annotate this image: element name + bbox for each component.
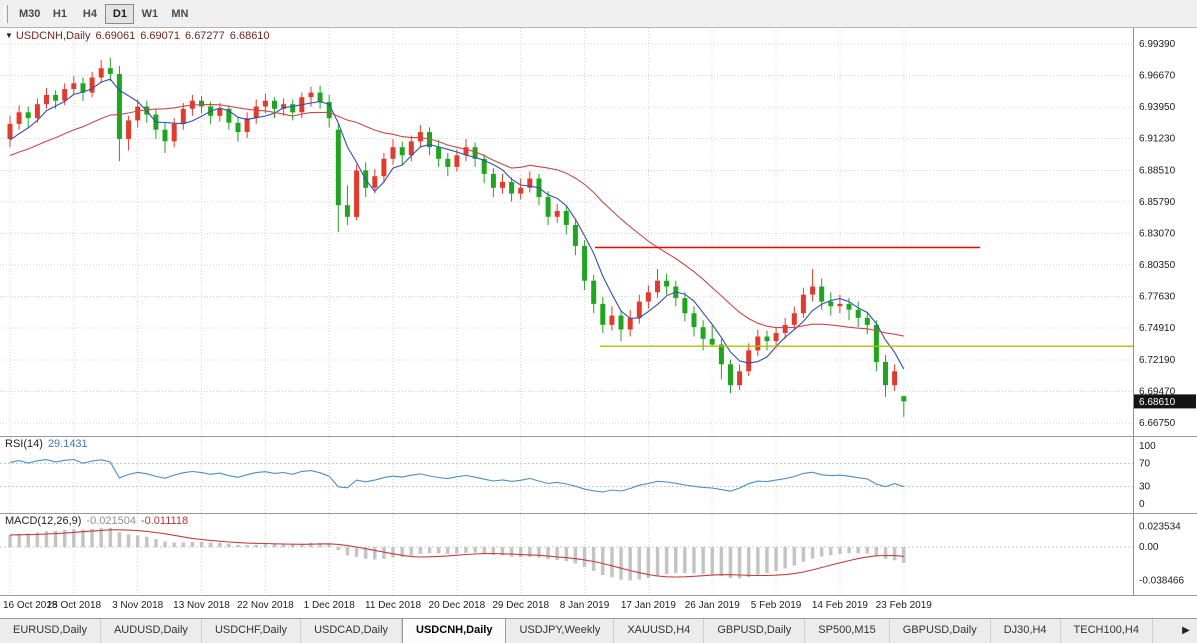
svg-text:6.91230: 6.91230 xyxy=(1139,134,1176,145)
date-label: 29 Dec 2018 xyxy=(492,600,550,611)
timeframe-button-m30[interactable]: M30 xyxy=(19,7,41,20)
chart-area[interactable]: ▼ USDCNH,Daily 6.69061 6.69071 6.67277 6.6861… xyxy=(0,28,1197,618)
price-scale: 6.99390 6.96670 6.93950 6.91230 6.88510 6.857… xyxy=(1139,39,1176,429)
date-label: 3 Nov 2018 xyxy=(112,600,164,611)
ma-fast-line xyxy=(9,78,905,370)
chart-tab-gbpusd-daily[interactable]: GBPUSD,Daily xyxy=(704,619,806,643)
rsi-line xyxy=(9,458,904,493)
ma-slow-line xyxy=(9,104,904,337)
svg-text:100: 100 xyxy=(1139,441,1156,452)
chart-tab-sp500-m15[interactable]: SP500,M15 xyxy=(805,619,890,643)
tab-scroll-right-button[interactable]: ▶ xyxy=(1182,625,1190,636)
svg-text:6.66750: 6.66750 xyxy=(1139,418,1176,429)
toolbar-grip[interactable] xyxy=(4,4,8,23)
timeframe-toolbar: M30 H1 H4 D1 W1 MN xyxy=(0,0,1197,28)
date-label: 26 Jan 2019 xyxy=(684,600,740,611)
chart-tab-tech100-h4[interactable]: TECH100,H4 xyxy=(1061,619,1153,643)
date-label: 14 Feb 2019 xyxy=(811,600,868,611)
rsi-panel[interactable]: 100 70 30 0 xyxy=(0,437,1197,513)
svg-text:6.83070: 6.83070 xyxy=(1139,229,1176,240)
chart-tab-audusd-daily[interactable]: AUDUSD,Daily xyxy=(101,619,202,643)
svg-text:6.69470: 6.69470 xyxy=(1139,386,1176,397)
svg-text:6.96670: 6.96670 xyxy=(1139,71,1176,82)
date-label: 8 Jan 2019 xyxy=(559,600,610,611)
chart-tab-gbpusd-daily[interactable]: GBPUSD,Daily xyxy=(890,619,991,643)
date-label: 25 Oct 2018 xyxy=(46,600,102,611)
chart-tab-usdcnh-daily[interactable]: USDCNH,Daily xyxy=(402,619,507,643)
date-label: 1 Dec 2018 xyxy=(303,600,355,611)
svg-text:70: 70 xyxy=(1139,458,1151,469)
chart-tab-usdchf-daily[interactable]: USDCHF,Daily xyxy=(202,619,302,643)
timeframe-button-h4[interactable]: H4 xyxy=(82,7,97,20)
panel-separator[interactable] xyxy=(0,513,1197,514)
chart-tabs-bar: EURUSD,Daily AUDUSD,Daily USDCHF,Daily USDC… xyxy=(0,618,1197,643)
time-axis[interactable]: 16 Oct 2018 25 Oct 2018 3 Nov 2018 13 Nov 2… xyxy=(0,596,1197,618)
timeframe-button-w1[interactable]: W1 xyxy=(141,7,159,20)
svg-text:6.85790: 6.85790 xyxy=(1139,197,1176,208)
chart-tab-usdcad-daily[interactable]: USDCAD,Daily xyxy=(301,619,403,643)
svg-text:6.72190: 6.72190 xyxy=(1139,355,1176,366)
timeframe-button-h1[interactable]: H1 xyxy=(52,7,67,20)
chart-tab-usdjpy-weekly[interactable]: USDJPY,Weekly xyxy=(506,619,615,643)
grid-layer xyxy=(0,28,1133,436)
chart-tab-eurusd-daily[interactable]: EURUSD,Daily xyxy=(0,619,101,643)
date-label: 20 Dec 2018 xyxy=(428,600,486,611)
svg-text:6.99390: 6.99390 xyxy=(1139,39,1176,50)
date-label: 23 Feb 2019 xyxy=(875,600,932,611)
macd-panel[interactable]: 0.023534 0.00 -0.038466 xyxy=(0,514,1197,595)
svg-text:6.80350: 6.80350 xyxy=(1139,260,1176,271)
date-label: 16 Oct 2018 xyxy=(3,600,58,611)
candles-layer xyxy=(7,57,907,417)
main-price-chart[interactable]: 6.99390 6.96670 6.93950 6.91230 6.88510 6.857… xyxy=(0,28,1197,436)
svg-text:0: 0 xyxy=(1139,499,1145,510)
svg-text:6.74910: 6.74910 xyxy=(1139,323,1176,334)
date-label: 17 Jan 2019 xyxy=(620,600,676,611)
timeframe-button-mn[interactable]: MN xyxy=(171,7,189,20)
chart-tab-xauusd-h4[interactable]: XAUUSD,H4 xyxy=(614,619,705,643)
timeframe-button-d1[interactable]: D1 xyxy=(105,3,135,24)
svg-text:30: 30 xyxy=(1139,482,1151,493)
date-label: 22 Nov 2018 xyxy=(237,600,294,611)
svg-text:6.93950: 6.93950 xyxy=(1139,102,1176,113)
date-label: 5 Feb 2019 xyxy=(750,600,802,611)
panel-separator[interactable] xyxy=(0,436,1197,437)
svg-text:6.88510: 6.88510 xyxy=(1139,165,1176,176)
svg-text:-0.038466: -0.038466 xyxy=(1139,576,1184,587)
date-label: 11 Dec 2018 xyxy=(365,600,422,611)
panel-separator[interactable] xyxy=(0,595,1197,596)
macd-signal-line xyxy=(9,529,904,578)
svg-text:6.68610: 6.68610 xyxy=(1139,397,1176,408)
svg-text:0.00: 0.00 xyxy=(1139,542,1159,553)
macd-histogram xyxy=(8,528,906,581)
svg-text:0.023534: 0.023534 xyxy=(1139,522,1181,533)
chart-tab-dj30-h4[interactable]: DJ30,H4 xyxy=(991,619,1061,643)
date-label: 13 Nov 2018 xyxy=(173,600,230,611)
price-badge: 6.68610 xyxy=(1134,394,1196,409)
svg-text:6.77630: 6.77630 xyxy=(1139,292,1176,303)
